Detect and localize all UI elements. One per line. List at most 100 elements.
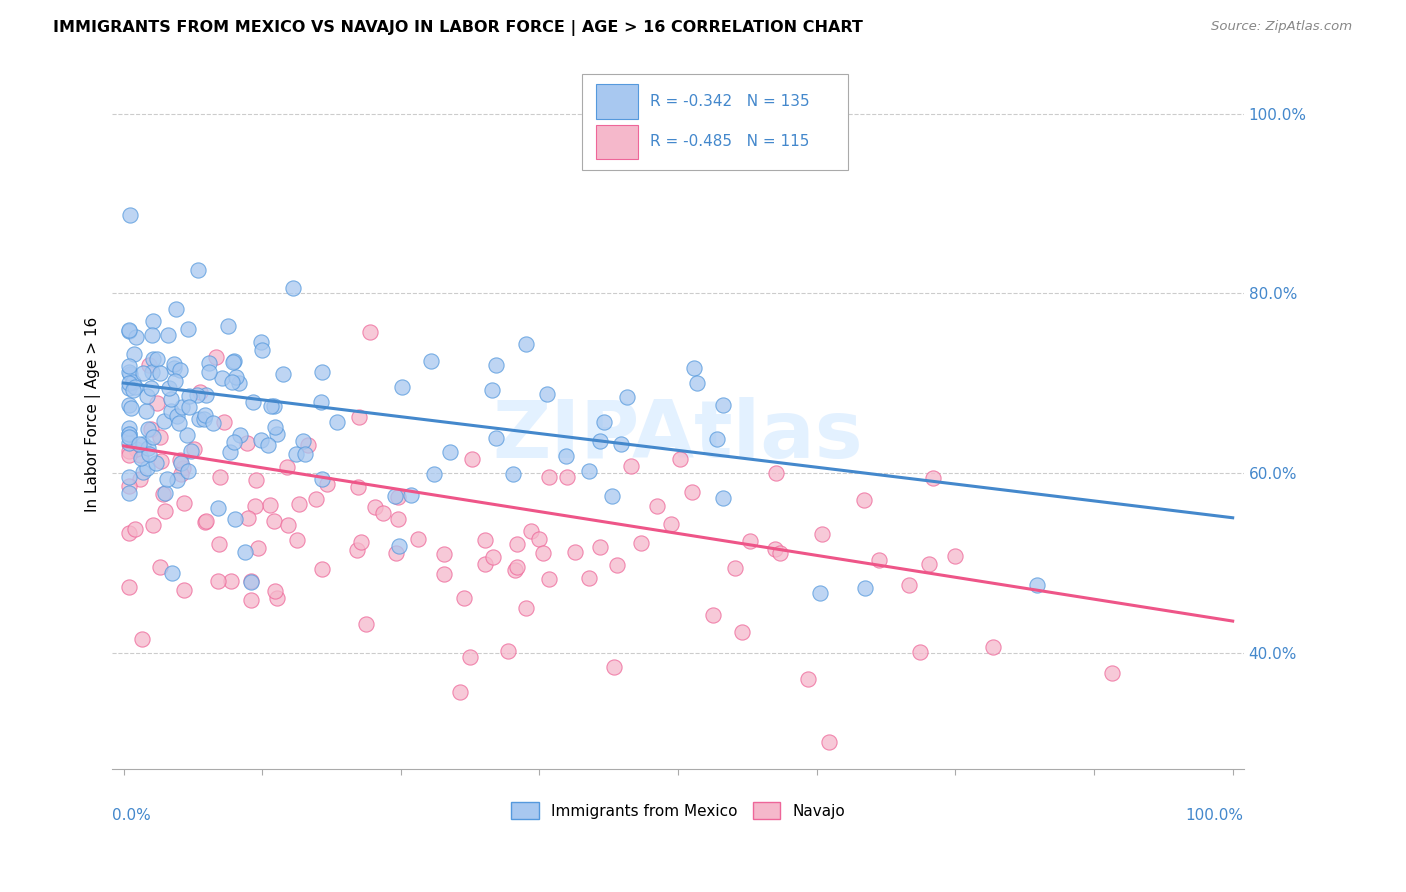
Point	[349, 535, 371, 549]
Point	[163, 357, 186, 371]
Bar	[596, 85, 638, 119]
Point	[294, 447, 316, 461]
Point	[536, 386, 558, 401]
Point	[768, 546, 790, 560]
Point	[453, 591, 475, 606]
Point	[311, 472, 333, 486]
Point	[195, 388, 218, 402]
Point	[177, 464, 200, 478]
Point	[176, 427, 198, 442]
Point	[578, 464, 600, 478]
Point	[921, 471, 943, 485]
Point	[240, 574, 263, 589]
Point	[222, 354, 245, 368]
Point	[219, 574, 242, 589]
Point	[124, 522, 146, 536]
Point	[197, 355, 219, 369]
Point	[506, 537, 529, 551]
Point	[263, 399, 285, 413]
Point	[277, 517, 299, 532]
Point	[683, 360, 706, 375]
Point	[496, 644, 519, 658]
Point	[347, 480, 370, 494]
Point	[132, 465, 155, 479]
Point	[630, 536, 652, 550]
Point	[152, 414, 174, 428]
Point	[138, 358, 160, 372]
Point	[129, 451, 152, 466]
Point	[221, 375, 243, 389]
Point	[120, 208, 142, 222]
Point	[245, 473, 267, 487]
Point	[225, 370, 247, 384]
Point	[118, 427, 141, 442]
Point	[219, 445, 242, 459]
Point	[706, 433, 728, 447]
Text: Source: ZipAtlas.com: Source: ZipAtlas.com	[1212, 20, 1353, 33]
Point	[139, 381, 162, 395]
Point	[481, 384, 503, 398]
Point	[149, 366, 172, 380]
Point	[346, 543, 368, 558]
Point	[474, 533, 496, 547]
Point	[811, 527, 834, 541]
Point	[177, 389, 200, 403]
Point	[124, 380, 146, 394]
Point	[287, 533, 309, 547]
Point	[387, 490, 409, 504]
Point	[326, 415, 349, 429]
Point	[387, 511, 409, 525]
Point	[399, 488, 422, 502]
Point	[118, 580, 141, 594]
Point	[740, 533, 762, 548]
Point	[163, 361, 186, 376]
Point	[121, 383, 143, 397]
Point	[145, 456, 167, 470]
Point	[169, 453, 191, 467]
Point	[908, 645, 931, 659]
Point	[474, 557, 496, 571]
Point	[263, 514, 285, 528]
Point	[118, 365, 141, 379]
Point	[610, 436, 633, 450]
Point	[271, 367, 294, 381]
Point	[264, 419, 287, 434]
Point	[918, 557, 941, 571]
Point	[311, 395, 333, 409]
Point	[122, 375, 145, 389]
Y-axis label: In Labor Force | Age > 16: In Labor Force | Age > 16	[86, 317, 101, 512]
Point	[686, 376, 709, 390]
Point	[797, 672, 820, 686]
Point	[118, 444, 141, 458]
Point	[160, 404, 183, 418]
Point	[731, 624, 754, 639]
Point	[142, 430, 165, 444]
Point	[616, 390, 638, 404]
Point	[620, 458, 643, 473]
Point	[868, 553, 890, 567]
Point	[141, 328, 163, 343]
Point	[142, 352, 165, 367]
Point	[555, 450, 578, 464]
Point	[122, 346, 145, 360]
Point	[166, 409, 188, 423]
Point	[165, 301, 187, 316]
Point	[177, 322, 200, 336]
Point	[118, 398, 141, 412]
Point	[898, 578, 921, 592]
Point	[183, 442, 205, 456]
Text: ZIPAtlas: ZIPAtlas	[492, 397, 863, 475]
Point	[135, 389, 157, 403]
FancyBboxPatch shape	[582, 74, 848, 169]
Point	[136, 422, 159, 436]
Point	[276, 459, 298, 474]
Point	[131, 367, 153, 381]
Point	[578, 571, 600, 585]
Point	[1101, 665, 1123, 680]
Point	[266, 426, 288, 441]
Point	[118, 323, 141, 337]
Point	[152, 486, 174, 500]
Point	[207, 500, 229, 515]
Text: 100.0%: 100.0%	[1185, 808, 1244, 823]
Point	[531, 546, 554, 560]
